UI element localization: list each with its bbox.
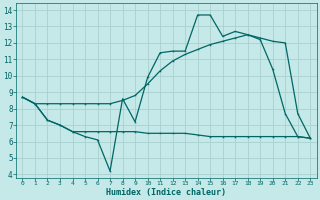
X-axis label: Humidex (Indice chaleur): Humidex (Indice chaleur) bbox=[106, 188, 226, 197]
